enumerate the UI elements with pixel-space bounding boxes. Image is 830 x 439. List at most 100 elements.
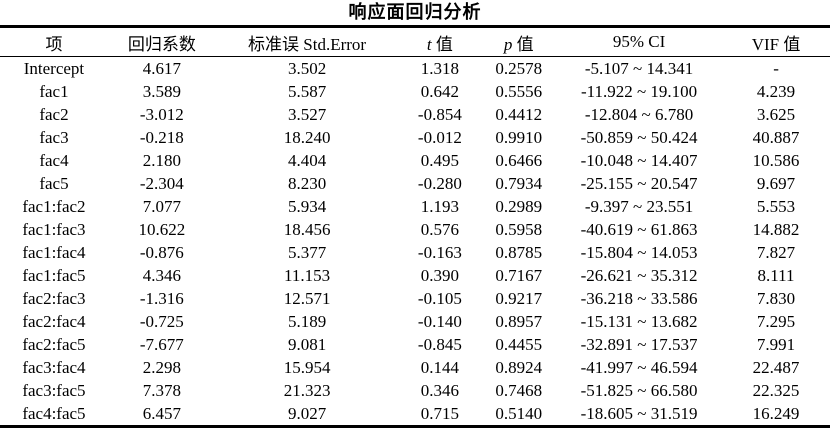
cell-t-value: 0.144 bbox=[420, 358, 459, 377]
cell-std-error: 18.456 bbox=[283, 220, 331, 239]
cell-vif: 9.697 bbox=[756, 174, 796, 193]
table-row: fac1:fac3 10.622 18.456 0.576 0.5958 -40… bbox=[0, 218, 830, 241]
cell-coefficient: 7.077 bbox=[142, 197, 181, 216]
cell-vif: 16.249 bbox=[752, 404, 800, 423]
cell-95ci: -15.804 ~ 14.053 bbox=[580, 243, 698, 262]
cell-t-value: -0.854 bbox=[417, 105, 462, 124]
table-header: 项 回归系数 标准误 Std.Error t 值 p 值 95% CI VIF … bbox=[0, 26, 830, 57]
header-text-part: 值 bbox=[512, 34, 534, 54]
column-header-p-value: p 值 bbox=[481, 26, 557, 57]
cell-std-error: 9.027 bbox=[287, 404, 327, 423]
cell-vif: 4.239 bbox=[756, 82, 796, 101]
cell-95ci: -10.048 ~ 14.407 bbox=[580, 151, 698, 170]
cell-item: fac1 bbox=[39, 82, 69, 101]
cell-vif: 10.586 bbox=[752, 151, 800, 170]
cell-p-value: 0.5556 bbox=[495, 82, 543, 101]
cell-p-value: 0.8785 bbox=[495, 243, 543, 262]
cell-std-error: 15.954 bbox=[283, 358, 331, 377]
table-row: fac4:fac5 6.457 9.027 0.715 0.5140 -18.6… bbox=[0, 402, 830, 427]
cell-p-value: 0.4455 bbox=[495, 335, 543, 354]
cell-std-error: 11.153 bbox=[284, 266, 331, 285]
cell-t-value: -0.105 bbox=[417, 289, 462, 308]
cell-95ci: -15.131 ~ 13.682 bbox=[580, 312, 698, 331]
cell-item: Intercept bbox=[23, 59, 85, 78]
cell-vif: 7.295 bbox=[756, 312, 796, 331]
cell-coefficient: 4.346 bbox=[142, 266, 181, 285]
header-text-part: 值 bbox=[431, 34, 453, 54]
cell-coefficient: -7.677 bbox=[139, 335, 184, 354]
cell-p-value: 0.2578 bbox=[495, 59, 543, 78]
cell-item: fac3 bbox=[39, 128, 69, 147]
cell-std-error: 3.502 bbox=[287, 59, 327, 78]
cell-t-value: 0.576 bbox=[420, 220, 459, 239]
table-row: fac3:fac5 7.378 21.323 0.346 0.7468 -51.… bbox=[0, 379, 830, 402]
header-text-part: VIF 值 bbox=[751, 34, 801, 54]
table-row: fac3 -0.218 18.240 -0.012 0.9910 -50.859… bbox=[0, 126, 830, 149]
cell-item: fac1:fac4 bbox=[22, 243, 86, 262]
cell-coefficient: 2.298 bbox=[142, 358, 181, 377]
cell-t-value: 0.642 bbox=[420, 82, 459, 101]
cell-vif: 40.887 bbox=[752, 128, 800, 147]
cell-95ci: -26.621 ~ 35.312 bbox=[580, 266, 698, 285]
table-row: fac1:fac2 7.077 5.934 1.193 0.2989 -9.39… bbox=[0, 195, 830, 218]
table-row: fac1:fac4 -0.876 5.377 -0.163 0.8785 -15… bbox=[0, 241, 830, 264]
cell-item: fac4 bbox=[39, 151, 69, 170]
column-header-std-error: 标准误 Std.Error bbox=[215, 26, 399, 57]
cell-std-error: 5.587 bbox=[287, 82, 327, 101]
cell-item: fac4:fac5 bbox=[22, 404, 86, 423]
table-row: Intercept 4.617 3.502 1.318 0.2578 -5.10… bbox=[0, 57, 830, 81]
cell-vif: 5.553 bbox=[756, 197, 796, 216]
header-text-part: 标准误 Std.Error bbox=[248, 34, 367, 54]
cell-t-value: -0.845 bbox=[417, 335, 462, 354]
cell-coefficient: 4.617 bbox=[142, 59, 181, 78]
cell-95ci: -12.804 ~ 6.780 bbox=[584, 105, 694, 124]
table-row: fac1:fac5 4.346 11.153 0.390 0.7167 -26.… bbox=[0, 264, 830, 287]
table-title: 响应面回归分析 bbox=[348, 2, 482, 22]
cell-item: fac3:fac5 bbox=[22, 381, 86, 400]
cell-95ci: -50.859 ~ 50.424 bbox=[580, 128, 698, 147]
cell-vif: 22.325 bbox=[752, 381, 800, 400]
cell-std-error: 5.377 bbox=[287, 243, 327, 262]
cell-95ci: -40.619 ~ 61.863 bbox=[580, 220, 698, 239]
header-text-part: 项 bbox=[45, 34, 63, 54]
cell-coefficient: -3.012 bbox=[139, 105, 184, 124]
cell-std-error: 5.189 bbox=[287, 312, 327, 331]
header-italic-part: t bbox=[426, 34, 432, 54]
header-italic-part: p bbox=[503, 34, 513, 54]
cell-p-value: 0.2989 bbox=[495, 197, 543, 216]
cell-95ci: -11.922 ~ 19.100 bbox=[580, 82, 698, 101]
cell-vif: 7.991 bbox=[756, 335, 796, 354]
cell-p-value: 0.5140 bbox=[495, 404, 543, 423]
table-row: fac2:fac3 -1.316 12.571 -0.105 0.9217 -3… bbox=[0, 287, 830, 310]
cell-vif: 14.882 bbox=[752, 220, 800, 239]
cell-t-value: -0.280 bbox=[417, 174, 462, 193]
regression-table: 项 回归系数 标准误 Std.Error t 值 p 值 95% CI VIF … bbox=[0, 25, 830, 428]
cell-coefficient: 7.378 bbox=[142, 381, 181, 400]
cell-t-value: 1.193 bbox=[420, 197, 459, 216]
cell-vif: 7.830 bbox=[756, 289, 796, 308]
cell-vif: 3.625 bbox=[756, 105, 796, 124]
cell-p-value: 0.7468 bbox=[495, 381, 543, 400]
cell-coefficient: -0.876 bbox=[139, 243, 184, 262]
table-body: Intercept 4.617 3.502 1.318 0.2578 -5.10… bbox=[0, 57, 830, 427]
table-row: fac1 3.589 5.587 0.642 0.5556 -11.922 ~ … bbox=[0, 80, 830, 103]
column-header-95ci: 95% CI bbox=[556, 26, 723, 57]
cell-p-value: 0.7167 bbox=[495, 266, 543, 285]
cell-t-value: -0.163 bbox=[417, 243, 462, 262]
cell-95ci: -32.891 ~ 17.537 bbox=[580, 335, 698, 354]
header-text-part: 回归系数 bbox=[127, 34, 196, 54]
cell-vif: 22.487 bbox=[752, 358, 800, 377]
cell-std-error: 8.230 bbox=[287, 174, 327, 193]
cell-p-value: 0.5958 bbox=[495, 220, 543, 239]
cell-coefficient: 3.589 bbox=[142, 82, 181, 101]
cell-95ci: -41.997 ~ 46.594 bbox=[580, 358, 698, 377]
cell-std-error: 18.240 bbox=[283, 128, 331, 147]
cell-t-value: 1.318 bbox=[420, 59, 459, 78]
cell-p-value: 0.6466 bbox=[495, 151, 543, 170]
cell-coefficient: -0.218 bbox=[139, 128, 184, 147]
header-row: 项 回归系数 标准误 Std.Error t 值 p 值 95% CI VIF … bbox=[0, 26, 830, 57]
cell-t-value: 0.346 bbox=[420, 381, 459, 400]
cell-coefficient: -1.316 bbox=[139, 289, 184, 308]
cell-vif: 7.827 bbox=[756, 243, 796, 262]
